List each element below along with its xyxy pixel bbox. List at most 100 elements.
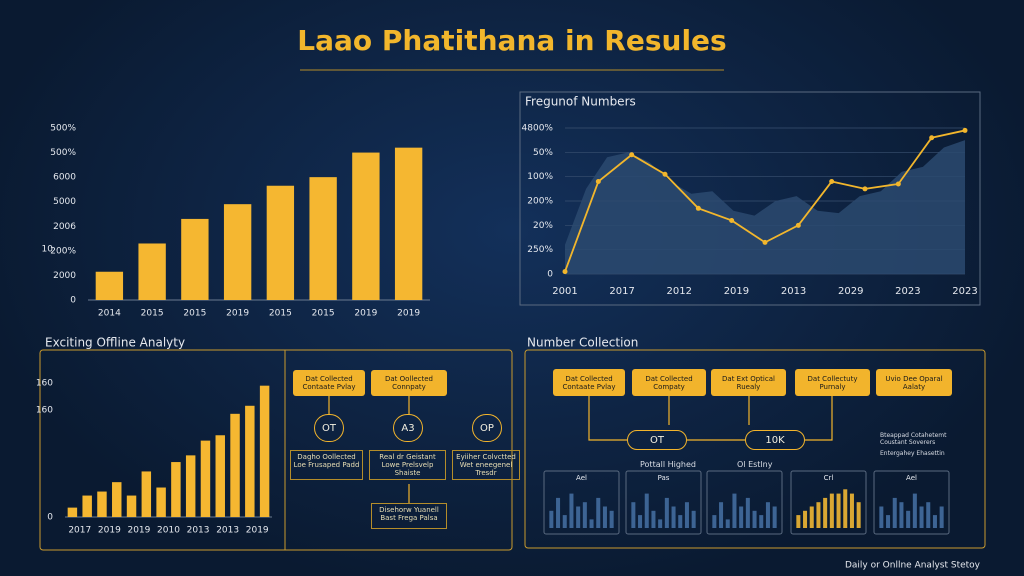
area xyxy=(565,140,965,274)
point xyxy=(862,186,868,192)
chart-title: Exciting Offline Analyty xyxy=(45,336,185,350)
y-tick-label: 500% xyxy=(50,148,76,158)
bar xyxy=(765,502,770,528)
bar xyxy=(67,507,78,517)
bar xyxy=(912,493,917,528)
mini-frame xyxy=(790,470,867,535)
point xyxy=(595,179,601,185)
x-tick-label: 2017 xyxy=(68,526,91,536)
bar xyxy=(926,502,931,528)
flow-box: Dat Ext Optical Ruealy xyxy=(711,369,786,396)
point xyxy=(729,217,735,223)
x-tick-label: 2029 xyxy=(838,286,863,297)
bar xyxy=(651,510,656,528)
x-tick-label: 2001 xyxy=(552,286,577,297)
bar xyxy=(856,502,861,528)
bar xyxy=(638,515,643,528)
connectors xyxy=(328,396,833,503)
flow-box: Dat Collected Contaate Pvlay xyxy=(553,369,625,396)
bar xyxy=(836,493,841,528)
bar xyxy=(582,502,587,528)
mini-label: Pas xyxy=(658,474,670,482)
flow-label: Ol Estlny xyxy=(737,460,773,469)
bar xyxy=(394,147,423,300)
bar xyxy=(230,413,240,517)
bar xyxy=(843,489,848,528)
bar xyxy=(919,506,924,528)
point xyxy=(962,127,968,133)
x-tick-label: 2015 xyxy=(312,309,335,319)
bar xyxy=(156,487,166,517)
bar xyxy=(719,502,724,528)
bar xyxy=(112,482,122,517)
y-tick-label: 500% xyxy=(50,124,76,134)
flow-node: 10K xyxy=(745,430,805,450)
x-tick-label: 2015 xyxy=(269,309,292,319)
bar xyxy=(772,506,777,528)
point xyxy=(895,181,901,187)
bar xyxy=(95,271,124,300)
bar xyxy=(185,455,196,517)
flow-node: OT xyxy=(627,430,687,450)
x-tick-label: 2015 xyxy=(141,309,164,319)
y-tick-label: 2006 xyxy=(53,222,76,232)
bar xyxy=(823,497,828,528)
x-tick-label: 2023 xyxy=(952,286,977,297)
y-tick-label: 250% xyxy=(527,245,553,255)
y-tick-label: 200% xyxy=(50,246,76,256)
flow-node: OP xyxy=(472,414,502,442)
mini-label: Ael xyxy=(906,474,917,482)
bar xyxy=(644,493,649,528)
bar xyxy=(899,502,904,528)
x-tick-label: 2019 xyxy=(397,309,420,319)
bar xyxy=(556,497,561,528)
bar xyxy=(82,495,92,517)
bar xyxy=(671,506,676,528)
bar xyxy=(266,185,295,300)
flow-node: A3 xyxy=(393,414,423,442)
bar xyxy=(352,152,380,300)
bar xyxy=(803,510,808,528)
x-tick-label: 2023 xyxy=(895,286,920,297)
y-tick-label: 0 xyxy=(70,296,76,306)
bar xyxy=(126,495,137,517)
panel-title: Number Collection xyxy=(527,336,638,350)
bar xyxy=(739,506,744,528)
bar xyxy=(892,497,897,528)
x-tick-label: 2019 xyxy=(246,526,269,536)
x-tick-label: 2013 xyxy=(187,526,210,536)
x-tick-label: 2015 xyxy=(183,309,206,319)
bar xyxy=(879,506,884,528)
x-tick-label: 2019 xyxy=(354,309,377,319)
bar xyxy=(562,515,567,528)
flow-box: Dat Oollected Connpaty xyxy=(371,370,447,396)
flow-note: Eyiiher Colvctted Wet eneegenel Tresdr xyxy=(452,450,520,480)
bar xyxy=(138,243,166,300)
flow-label: Pottall Highed xyxy=(640,460,696,469)
x-tick-label: 2019 xyxy=(98,526,121,536)
y-tick-label: 20% xyxy=(533,221,553,231)
y-tick-label: 160 xyxy=(36,405,53,415)
bar xyxy=(589,519,594,528)
bar xyxy=(245,405,255,517)
bar xyxy=(745,497,750,528)
bar xyxy=(569,493,574,528)
bar xyxy=(939,506,944,528)
bar xyxy=(732,493,737,528)
y-tick-label: 0 xyxy=(547,270,553,280)
bar xyxy=(849,493,854,528)
flow-node: OT xyxy=(314,414,344,442)
x-tick-label: 2017 xyxy=(609,286,634,297)
bar xyxy=(141,471,152,517)
flow-box: Dat Collected Contaate Pvlay xyxy=(293,370,365,396)
bar xyxy=(712,515,717,528)
point xyxy=(929,135,935,141)
x-tick-label: 2019 xyxy=(724,286,749,297)
y-tick-label: 5000 xyxy=(53,197,76,207)
point xyxy=(695,205,701,211)
y-tick-label: 6000 xyxy=(53,173,76,183)
mini-frame xyxy=(706,470,783,535)
bar xyxy=(932,515,937,528)
